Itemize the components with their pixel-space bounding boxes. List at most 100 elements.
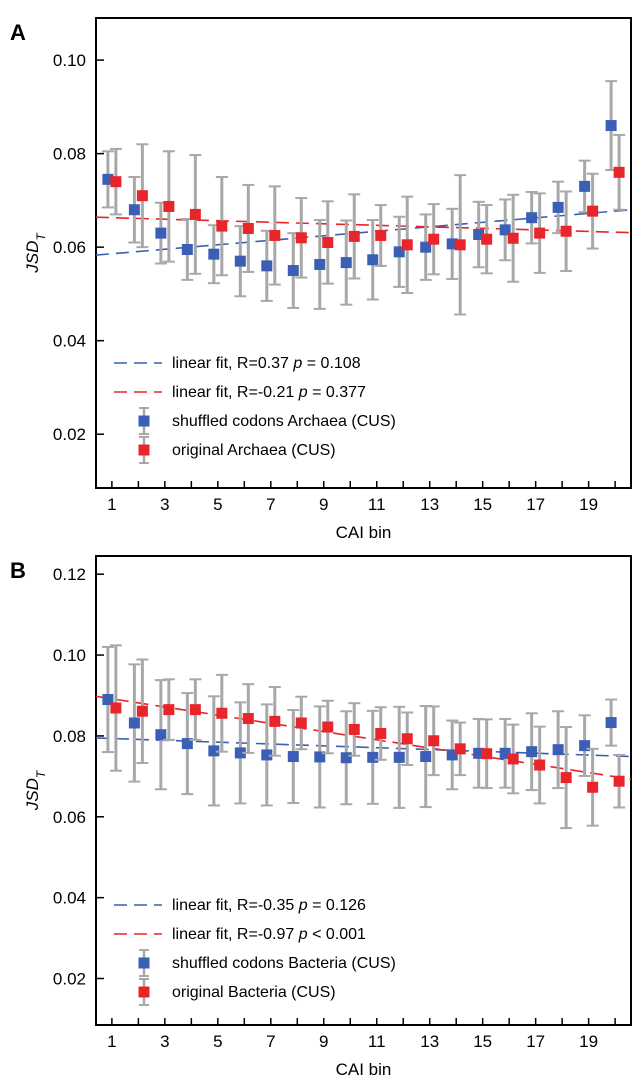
legend-series-label: original Bacteria (CUS) (172, 984, 336, 1001)
data-point (234, 747, 246, 759)
x-tick-label: 3 (160, 1032, 169, 1051)
data-point (216, 220, 228, 232)
legend-fit-text: linear fit, R=0.37 (172, 355, 293, 372)
y-tick-label: 0.10 (53, 646, 86, 665)
legend-fit-p-value: = 0.126 (308, 897, 366, 914)
data-point (481, 748, 493, 760)
data-point (234, 255, 246, 267)
chart-panel-b: B0.020.040.060.080.100.121 3 5 7 9 11 13 15 17 19… (10, 555, 632, 1079)
legend-fit-p: p (298, 926, 308, 943)
data-point (155, 227, 167, 239)
data-point (136, 190, 148, 202)
data-point (534, 759, 546, 771)
legend-fit-label: linear fit, R=0.37 p = 0.108 (172, 355, 361, 372)
plot-frame (95, 555, 632, 1026)
legend-fit-p-value: < 0.001 (308, 926, 366, 943)
data-point (269, 715, 281, 727)
plot-frame (95, 17, 632, 489)
data-point (605, 717, 617, 729)
data-point (534, 227, 546, 239)
data-point (560, 772, 572, 784)
data-point (393, 246, 405, 258)
data-point (261, 749, 273, 761)
data-point (526, 746, 538, 758)
data-point (507, 753, 519, 765)
data-point (367, 751, 379, 763)
y-tick-label: 0.10 (53, 51, 86, 70)
data-point (507, 232, 519, 244)
data-point (420, 241, 432, 253)
panel-letter: A (10, 20, 26, 45)
fit-line-shuffled (95, 737, 632, 758)
legend-fit-text: linear fit, R=-0.21 (172, 384, 299, 401)
data-point (481, 233, 493, 245)
data-point (155, 729, 167, 741)
data-point (189, 208, 201, 220)
legend-series-label: shuffled codons Bacteria (CUS) (172, 955, 396, 972)
legend-fit-label: linear fit, R=-0.97 p < 0.001 (172, 926, 366, 943)
data-point (340, 257, 352, 269)
data-point (401, 239, 413, 251)
data-point (348, 723, 360, 735)
legend-fit-label: linear fit, R=-0.21 p = 0.377 (172, 384, 366, 401)
data-point (348, 230, 360, 242)
data-point (446, 238, 458, 250)
x-tick-label: 1 (107, 495, 116, 514)
legend-fit-label: linear fit, R=-0.35 p = 0.126 (172, 897, 366, 914)
data-point (340, 752, 352, 764)
data-point (587, 781, 599, 793)
data-point (287, 751, 299, 763)
data-point (102, 694, 114, 706)
data-point (454, 239, 466, 251)
y-axis-label: JSDT (23, 232, 48, 274)
y-tick-label: 0.08 (53, 145, 86, 164)
x-tick-label: 15 (473, 495, 492, 514)
data-point (242, 222, 254, 234)
x-tick-label: 11 (368, 495, 386, 514)
fit-line-shuffled (95, 208, 632, 256)
y-axis-label-sub: T (34, 769, 48, 778)
data-point (367, 254, 379, 266)
series-shuffled (101, 645, 618, 809)
data-point (393, 751, 405, 763)
data-point (454, 743, 466, 755)
data-point (163, 200, 175, 212)
x-tick-label: 11 (368, 1032, 386, 1051)
data-point (208, 248, 220, 260)
legend-fit-p: p (298, 897, 308, 914)
y-axis-label-main: JSD (23, 778, 42, 811)
data-point (428, 233, 440, 245)
x-tick-label: 7 (266, 1032, 275, 1051)
x-tick-label: 5 (213, 1032, 222, 1051)
x-tick-label: 9 (319, 1032, 328, 1051)
data-point (420, 751, 432, 763)
data-point (102, 173, 114, 185)
data-point (110, 176, 122, 188)
data-point (587, 205, 599, 217)
data-point (499, 747, 511, 759)
data-point (552, 744, 564, 756)
fit-line-original (95, 695, 632, 780)
x-tick-label: 13 (420, 495, 439, 514)
y-axis-label: JSDT (23, 769, 48, 811)
data-point (613, 166, 625, 178)
legend-fit-p-value: = 0.108 (302, 355, 360, 372)
data-point (579, 180, 591, 192)
x-tick-label: 5 (213, 495, 222, 514)
legend-marker (138, 444, 150, 456)
panel-letter: B (10, 558, 26, 583)
data-point (499, 224, 511, 236)
legend-fit-text: linear fit, R=-0.35 (172, 897, 299, 914)
data-point (552, 201, 564, 213)
data-point (473, 747, 485, 759)
data-point (269, 229, 281, 241)
series-original (109, 644, 626, 830)
data-point (110, 702, 122, 714)
legend-fit-p: p (298, 384, 308, 401)
x-axis-label: CAI bin (336, 1060, 392, 1079)
data-point (375, 727, 387, 739)
data-point (163, 704, 175, 716)
data-point (613, 775, 625, 787)
